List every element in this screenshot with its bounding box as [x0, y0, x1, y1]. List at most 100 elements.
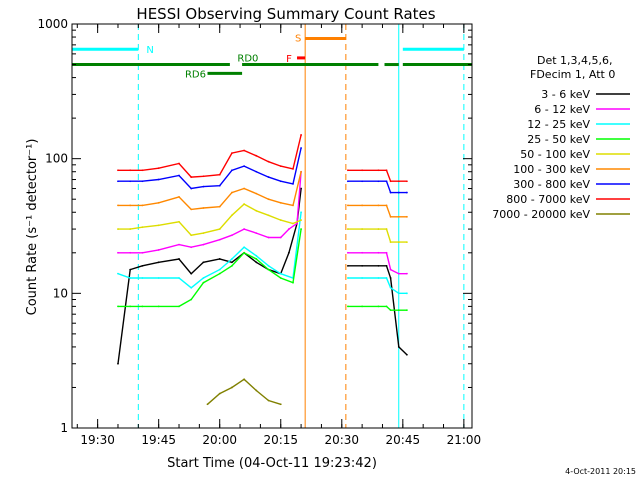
data-point-6-12-kev	[279, 236, 282, 239]
data-point-300-800-kev	[129, 180, 132, 183]
data-point-25-50-kev	[279, 277, 282, 279]
legend-label-100-300-kev: 100 - 300 keV	[513, 163, 590, 176]
data-point-12-25-kev	[377, 277, 380, 279]
data-point-800-7000-kev	[397, 180, 400, 183]
x-tick-label-20-45: 20:45	[386, 433, 421, 447]
legend-label-7000-20000-kev: 7000 - 20000 keV	[492, 208, 590, 221]
legend-label-300-800-kev: 300 - 800 keV	[513, 178, 590, 191]
data-point-800-7000-kev	[389, 180, 392, 183]
data-point-300-800-kev	[385, 180, 388, 183]
legend-label-3-6-kev: 3 - 6 keV	[541, 88, 590, 101]
data-point-50-100-kev	[255, 209, 258, 212]
data-point-6-12-kev	[157, 249, 160, 251]
y-tick-label-1: 1	[60, 421, 68, 435]
legend-header-line-1: Det 1,3,4,5,6,	[537, 54, 613, 67]
data-point-50-100-kev	[141, 226, 144, 229]
data-point-300-800-kev	[300, 147, 302, 149]
data-point-12-25-kev	[202, 277, 205, 279]
data-point-300-800-kev	[389, 191, 392, 194]
series-line-300-800-kev-seg-0	[118, 147, 302, 190]
data-point-50-100-kev	[218, 228, 221, 230]
data-point-12-25-kev	[397, 292, 400, 295]
data-point-6-12-kev	[377, 251, 380, 254]
x-tick-label-21-00: 21:00	[447, 433, 482, 447]
data-point-7000-20000-kev	[267, 399, 270, 402]
x-tick-label-19-45: 19:45	[141, 433, 176, 447]
data-point-100-300-kev	[279, 201, 282, 204]
data-point-50-100-kev	[202, 232, 205, 235]
data-point-100-300-kev	[218, 205, 221, 208]
data-point-800-7000-kev	[300, 134, 302, 136]
data-point-3-6-kev	[157, 261, 160, 264]
data-point-6-12-kev	[117, 251, 119, 254]
data-point-100-300-kev	[385, 204, 388, 207]
x-tick-label-19-30: 19:30	[80, 433, 115, 447]
data-point-6-12-kev	[346, 251, 349, 254]
data-point-3-6-kev	[377, 264, 380, 267]
data-point-300-800-kev	[117, 180, 119, 183]
data-point-6-12-kev	[405, 272, 408, 275]
data-point-50-100-kev	[300, 219, 302, 221]
data-point-50-100-kev	[361, 228, 364, 230]
data-point-300-800-kev	[361, 180, 364, 183]
data-point-300-800-kev	[377, 180, 380, 183]
series-line-50-100-kev-seg-0	[118, 203, 302, 236]
footer-date: 4-Oct-2011 20:15	[565, 467, 636, 476]
data-point-800-7000-kev	[129, 169, 132, 172]
data-point-12-25-kev	[129, 277, 132, 279]
legend-label-12-25-kev: 12 - 25 keV	[527, 118, 590, 131]
x-tick-label-20-15: 20:15	[263, 433, 298, 447]
data-point-3-6-kev	[397, 346, 400, 348]
data-point-100-300-kev	[292, 204, 294, 207]
data-point-100-300-kev	[129, 204, 132, 207]
series-line-800-7000-kev-seg-0	[118, 134, 302, 178]
data-point-3-6-kev	[202, 261, 205, 264]
data-point-800-7000-kev	[405, 180, 408, 183]
series-line-300-800-kev-seg-1	[347, 180, 407, 194]
data-point-800-7000-kev	[279, 165, 282, 168]
data-point-800-7000-kev	[157, 167, 160, 170]
flag-label-s: S	[295, 34, 301, 45]
plot-frame	[71, 23, 473, 429]
data-point-3-6-kev	[389, 277, 392, 279]
data-point-3-6-kev	[346, 264, 349, 267]
data-point-25-50-kev	[300, 228, 302, 230]
data-point-300-800-kev	[405, 191, 408, 194]
data-point-25-50-kev	[117, 305, 119, 308]
data-point-6-12-kev	[267, 236, 270, 239]
data-point-300-800-kev	[292, 182, 294, 185]
data-point-25-50-kev	[292, 281, 294, 284]
data-point-300-800-kev	[255, 170, 258, 173]
data-point-100-300-kev	[300, 170, 302, 173]
chart-title: HESSI Observing Summary Count Rates	[136, 5, 435, 23]
data-point-800-7000-kev	[141, 169, 144, 172]
data-point-25-50-kev	[202, 281, 205, 284]
data-point-25-50-kev	[218, 272, 221, 275]
series-line-12-25-kev-seg-1	[347, 277, 407, 294]
data-point-7000-20000-kev	[279, 403, 282, 406]
data-point-25-50-kev	[178, 305, 180, 308]
data-point-25-50-kev	[267, 268, 270, 271]
data-point-800-7000-kev	[231, 152, 233, 154]
data-point-6-12-kev	[202, 243, 205, 246]
data-point-300-800-kev	[218, 184, 221, 187]
y-tick-label-10: 10	[53, 286, 68, 300]
data-point-100-300-kev	[267, 198, 270, 201]
data-point-300-800-kev	[157, 178, 160, 181]
data-point-12-25-kev	[178, 277, 180, 279]
series-line-12-25-kev-seg-0	[117, 212, 302, 289]
data-point-100-300-kev	[397, 215, 400, 218]
data-point-25-50-kev	[231, 264, 233, 267]
data-point-25-50-kev	[157, 305, 160, 308]
data-point-50-100-kev	[129, 228, 132, 230]
legend-label-25-50-kev: 25 - 50 keV	[527, 133, 590, 146]
data-point-6-12-kev	[231, 234, 233, 237]
data-point-3-6-kev	[129, 268, 132, 271]
legend-label-6-12-kev: 6 - 12 keV	[534, 103, 590, 116]
data-point-6-12-kev	[243, 228, 246, 230]
data-point-100-300-kev	[361, 204, 364, 207]
flag-label-n: N	[146, 45, 153, 56]
data-point-12-25-kev	[157, 277, 160, 279]
data-point-50-100-kev	[231, 214, 233, 217]
data-point-12-25-kev	[385, 277, 388, 279]
